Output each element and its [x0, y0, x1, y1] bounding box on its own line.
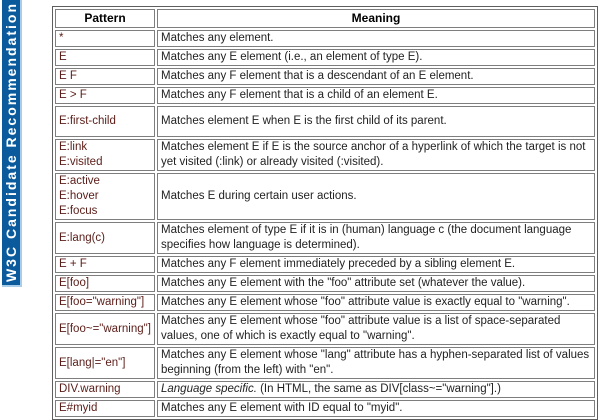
- pattern-cell: E F: [55, 68, 155, 85]
- banner-label: W3C Candidate Recommendation: [3, 2, 19, 283]
- meaning-cell: Matches E during certain user actions.: [157, 173, 595, 220]
- selector-syntax-table: Pattern Meaning * Matches any element. E Ma…: [52, 6, 598, 420]
- meaning-cell: Matches any E element whose "foo" attrib…: [157, 294, 595, 311]
- pattern-cell: E > F: [55, 87, 155, 104]
- pattern-cell: E[foo~="warning"]: [55, 313, 155, 345]
- pattern-cell: E[foo]: [55, 275, 155, 292]
- meaning-cell: Matches element E if E is the source anc…: [157, 139, 595, 171]
- meaning-cell: Matches any F element that is a descenda…: [157, 68, 595, 85]
- table-row: E:lang(c) Matches element of type E if it…: [55, 222, 595, 254]
- pattern-cell: E:first-child: [55, 106, 155, 137]
- table-row: E:link E:visited Matches element E if E is…: [55, 139, 595, 171]
- pattern-cell: E#myid: [55, 400, 155, 417]
- pattern-cell: E[lang|="en"]: [55, 347, 155, 379]
- pattern-cell: E: [55, 49, 155, 66]
- table-row: E:active E:hover E:focus Matches E during c…: [55, 173, 595, 220]
- pattern-cell: E:link E:visited: [55, 139, 155, 171]
- table-body: * Matches any element. E Matches any E elem…: [55, 30, 595, 417]
- meaning-cell: Matches any F element that is a child of…: [157, 87, 595, 104]
- table-row: E Matches any E element (i.e., an element…: [55, 49, 595, 66]
- table-row: E#myid Matches any E element with ID equa…: [55, 400, 595, 417]
- table-row: E[foo~="warning"] Matches any E element w…: [55, 313, 595, 345]
- table-header-row: Pattern Meaning: [55, 9, 595, 28]
- table-row: * Matches any element.: [55, 30, 595, 47]
- meaning-cell: Matches any E element (i.e., an element …: [157, 49, 595, 66]
- table-row: E[lang|="en"] Matches any E element whose…: [55, 347, 595, 379]
- meaning-cell: Matches any E element whose "lang" attri…: [157, 347, 595, 379]
- table-row: E:first-child Matches element E when E is…: [55, 106, 595, 137]
- meaning-cell: Matches any E element with the "foo" att…: [157, 275, 595, 292]
- pattern-cell: E[foo="warning"]: [55, 294, 155, 311]
- table-row: DIV.warning Language specific. (In HTML, …: [55, 381, 595, 398]
- table-row: E[foo] Matches any E element with the "fo…: [55, 275, 595, 292]
- pattern-cell: E:active E:hover E:focus: [55, 173, 155, 220]
- meaning-cell: Language specific. (In HTML, the same as…: [157, 381, 595, 398]
- meaning-column-header: Meaning: [157, 9, 595, 28]
- table-row: E[foo="warning"] Matches any E element wh…: [55, 294, 595, 311]
- meaning-italic-text: Language specific.: [161, 383, 257, 395]
- pattern-column-header: Pattern: [55, 9, 155, 28]
- selector-syntax-section: Pattern Meaning * Matches any element. E Ma…: [52, 6, 598, 420]
- meaning-cell: Matches any E element whose "foo" attrib…: [157, 313, 595, 345]
- table-row: E > F Matches any F element that is a chi…: [55, 87, 595, 104]
- pattern-cell: *: [55, 30, 155, 47]
- meaning-cell: Matches element E when E is the first ch…: [157, 106, 595, 137]
- table-row: E F Matches any F element that is a desce…: [55, 68, 595, 85]
- meaning-cell: Matches element of type E if it is in (h…: [157, 222, 595, 254]
- pattern-cell: E + F: [55, 256, 155, 273]
- pattern-cell: DIV.warning: [55, 381, 155, 398]
- meaning-cell: Matches any E element with ID equal to "…: [157, 400, 595, 417]
- w3c-candidate-recommendation-banner[interactable]: W3C Candidate Recommendation: [2, 0, 22, 287]
- meaning-cell: Matches any F element immediately preced…: [157, 256, 595, 273]
- table-row: E + F Matches any F element immediately p…: [55, 256, 595, 273]
- pattern-cell: E:lang(c): [55, 222, 155, 254]
- meaning-cell: Matches any element.: [157, 30, 595, 47]
